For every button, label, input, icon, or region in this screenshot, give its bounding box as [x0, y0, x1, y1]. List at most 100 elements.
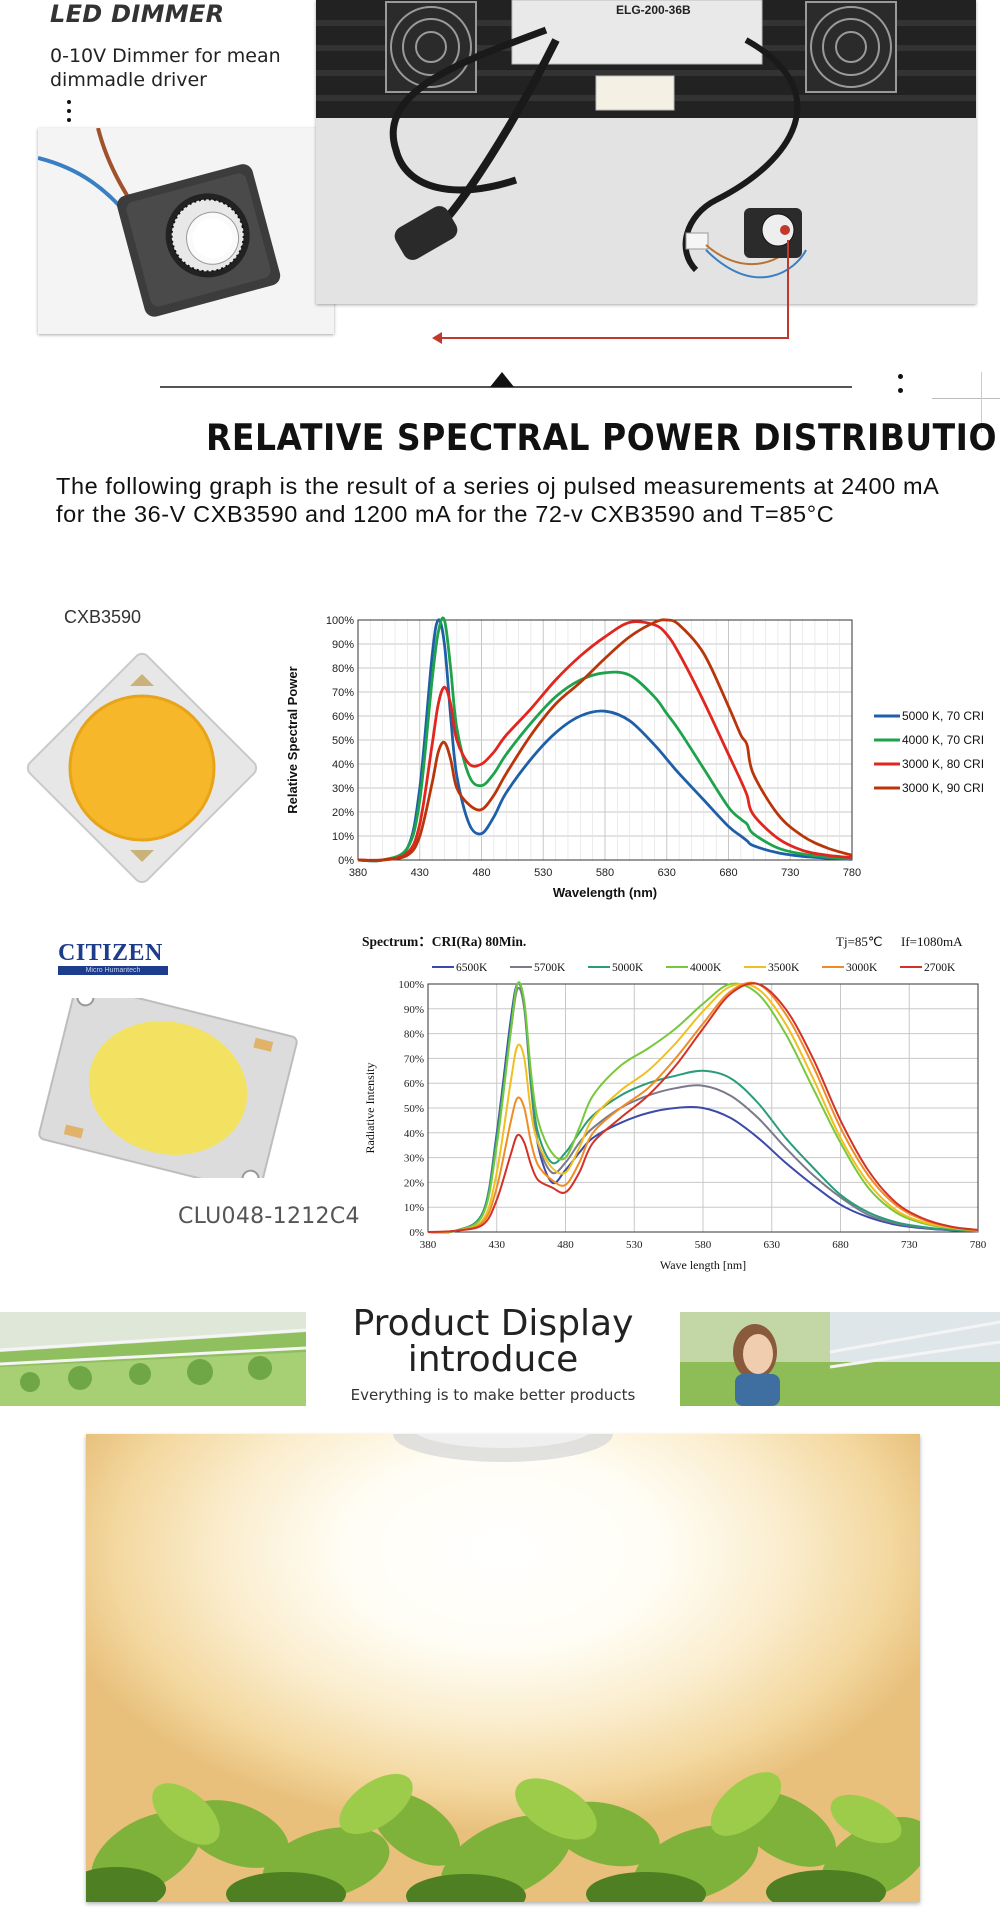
- clu048-chip-image: [26, 983, 310, 1193]
- y-axis-label: Relative Spectral Power: [285, 666, 300, 813]
- dimmer-subtitle: 0-10V Dimmer for mean dimmadle driver: [50, 45, 281, 91]
- y-tick-label: 50%: [404, 1103, 424, 1115]
- y-tick-label: 10%: [332, 831, 354, 843]
- series-line: [357, 620, 853, 862]
- citizen-logo: CITIZEN Micro Humantech: [58, 940, 168, 975]
- x-tick-label: 580: [695, 1239, 712, 1251]
- pointer-line-vertical: [787, 240, 789, 339]
- grow-light-plants-photo: [86, 1434, 920, 1902]
- x-tick-label: 680: [719, 867, 737, 879]
- citizen-brand-text: CITIZEN: [58, 940, 163, 966]
- plot-frame: [357, 619, 853, 861]
- x-tick-label: 730: [901, 1239, 918, 1251]
- y-tick-label: 40%: [404, 1128, 424, 1140]
- y-axis-label: Radiative Intensity: [363, 1063, 377, 1154]
- series-line: [427, 981, 979, 1234]
- y-tick-label: 30%: [332, 783, 354, 795]
- legend-label: 3000 K, 90 CRI: [902, 781, 984, 795]
- y-tick-label: 100%: [398, 979, 424, 991]
- y-tick-label: 90%: [332, 639, 354, 651]
- pointer-arrowhead: [432, 332, 442, 344]
- y-tick-label: 30%: [404, 1153, 424, 1165]
- legend-label: 5000 K, 70 CRI: [902, 709, 984, 723]
- y-tick-label: 80%: [404, 1029, 424, 1041]
- y-tick-label: 20%: [332, 807, 354, 819]
- legend-label: 5000K: [612, 962, 644, 974]
- x-tick-label: 580: [596, 867, 614, 879]
- x-tick-label: 780: [970, 1239, 987, 1251]
- series-line: [357, 618, 853, 862]
- x-tick-label: 630: [658, 867, 676, 879]
- product-display-title-line2: introduce: [407, 1339, 579, 1380]
- legend-label: 3000K: [846, 962, 878, 974]
- greenhouse-banner-right: [680, 1312, 1000, 1406]
- x-tick-label: 480: [472, 867, 490, 879]
- y-tick-label: 80%: [332, 663, 354, 675]
- x-tick-label: 530: [534, 867, 552, 879]
- chip-label-cxb3590: CXB3590: [64, 607, 142, 627]
- product-display-subtitle: Everything is to make better products: [350, 1386, 636, 1404]
- radiative-intensity-chart-citizen: 0% 10% 20% 30% 40% 50% 60% 70% 80% 90% 100% 380 430 4…: [362, 934, 987, 1272]
- spectral-heading: RELATIVE SPECTRAL POWER DISTRIBUTION: [206, 416, 1000, 459]
- pointer-line-horizontal: [436, 337, 788, 339]
- series-line: [427, 983, 979, 1234]
- cxb3590-chip-image: [14, 640, 270, 896]
- x-tick-label: 380: [420, 1239, 437, 1251]
- driver-model-label: ELG-200-36B: [616, 3, 691, 17]
- y-tick-label: 40%: [332, 759, 354, 771]
- vertical-dots-icon: [66, 100, 72, 126]
- x-tick-label: 680: [832, 1239, 849, 1251]
- x-axis-label: Wavelength (nm): [553, 885, 657, 900]
- plot-frame: [427, 983, 979, 1233]
- spectral-power-chart-cxb3590: 0% 10% 20% 30% 40% 50% 60% 70% 80% 90% 100% 380 430 4…: [285, 615, 984, 900]
- series-line: [357, 616, 853, 863]
- y-tick-label: 100%: [326, 615, 354, 627]
- series-line: [427, 982, 979, 1233]
- led-driver-photo: ELG-200-36B: [316, 0, 976, 304]
- chip-label-clu048: CLU048-1212C4: [178, 1204, 360, 1229]
- x-tick-label: 430: [411, 867, 429, 879]
- series-line: [427, 981, 979, 1233]
- greenhouse-banner-left: [0, 1312, 306, 1406]
- legend-label: 4000K: [690, 962, 722, 974]
- x-axis-label: Wave length [nm]: [660, 1258, 746, 1272]
- y-tick-label: 60%: [404, 1078, 424, 1090]
- chart-annotation-if: If=1080mA: [901, 934, 963, 949]
- x-tick-label: 430: [489, 1239, 506, 1251]
- y-tick-label: 70%: [332, 687, 354, 699]
- legend-label: 6500K: [456, 962, 488, 974]
- product-display-title: Product Display introduce: [306, 1306, 680, 1378]
- y-tick-label: 10%: [404, 1202, 424, 1214]
- crosshair-line: [932, 398, 1000, 399]
- dimmer-knob-photo: [38, 128, 334, 334]
- section-divider: [160, 386, 852, 388]
- y-tick-label: 90%: [404, 1004, 424, 1016]
- triangle-up-icon: [490, 372, 514, 387]
- legend-label: 4000 K, 70 CRI: [902, 733, 984, 747]
- measurement-paragraph: The following graph is the result of a s…: [56, 473, 939, 527]
- y-tick-label: 20%: [404, 1177, 424, 1189]
- x-tick-label: 480: [557, 1239, 574, 1251]
- legend-label: 3000 K, 80 CRI: [902, 757, 984, 771]
- y-tick-label: 60%: [332, 711, 354, 723]
- chart-title: Spectrum：CRI(Ra) 80Min.: [362, 934, 526, 949]
- product-display-title-line1: Product Display: [352, 1303, 634, 1344]
- y-tick-label: 0%: [409, 1227, 424, 1239]
- citizen-brand-tag: Micro Humantech: [58, 966, 168, 975]
- legend-label: 3500K: [768, 962, 800, 974]
- series-line: [357, 618, 853, 863]
- x-tick-label: 380: [349, 867, 367, 879]
- y-tick-label: 0%: [338, 855, 354, 867]
- x-tick-label: 780: [843, 867, 861, 879]
- x-tick-label: 530: [626, 1239, 643, 1251]
- crosshair-line-vertical: [981, 372, 982, 432]
- dimmer-title: LED DIMMER: [50, 0, 225, 28]
- x-tick-label: 730: [781, 867, 799, 879]
- y-tick-label: 70%: [404, 1053, 424, 1065]
- legend-label: 5700K: [534, 962, 566, 974]
- vertical-dots-icon: [897, 374, 903, 398]
- chart-annotation-tj: Tj=85℃: [836, 934, 882, 949]
- x-tick-label: 630: [764, 1239, 781, 1251]
- y-tick-label: 50%: [332, 735, 354, 747]
- legend-label: 2700K: [924, 962, 956, 974]
